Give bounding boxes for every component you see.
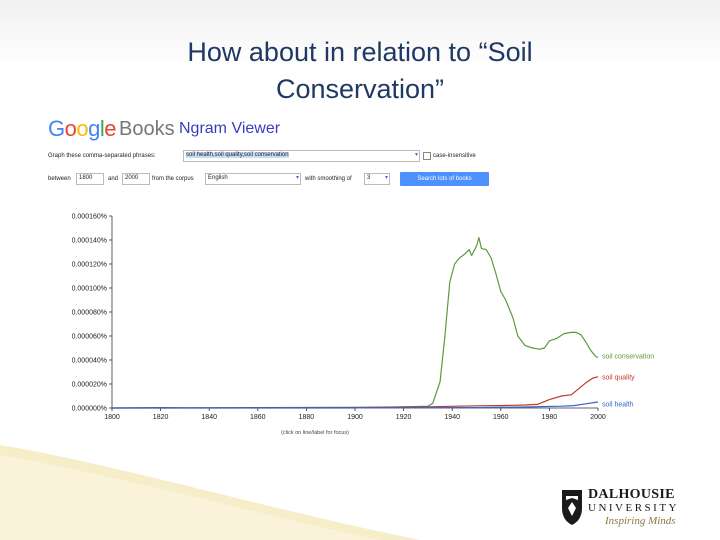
x-tick-label: 1920 <box>396 414 412 421</box>
corpus-value: English <box>208 175 228 181</box>
chevron-down-icon[interactable]: ▾ <box>414 152 418 158</box>
series-line[interactable] <box>111 401 599 409</box>
end-year-value: 2000 <box>125 175 139 181</box>
x-tick-label: 1900 <box>347 414 363 421</box>
slide-title: How about in relation to “Soil Conservat… <box>100 34 620 108</box>
chevron-down-icon[interactable]: ▾ <box>295 175 299 181</box>
between-label: between <box>48 176 71 182</box>
university-subtitle: UNIVERSITY <box>588 502 679 514</box>
end-year-input[interactable]: 2000 <box>122 173 150 185</box>
slide-background-swoosh <box>0 445 420 540</box>
smoothing-select[interactable]: 3 ▾ <box>364 173 390 185</box>
x-tick-label: 1840 <box>201 414 217 421</box>
smoothing-value: 3 <box>367 175 371 181</box>
y-tick-label: 0.000120% <box>72 262 107 269</box>
google-letter: e <box>104 116 117 141</box>
phrases-input-value: soil health,soil quality,soil conservati… <box>186 152 289 158</box>
series-label[interactable]: soil health <box>602 402 634 409</box>
x-tick-label: 1860 <box>250 414 266 421</box>
x-tick-label: 1820 <box>153 414 169 421</box>
google-letter: o <box>64 116 77 141</box>
case-insensitive-label: case-insensitive <box>433 153 476 159</box>
corpus-label: from the corpus <box>152 176 194 182</box>
y-tick-label: 0.000100% <box>72 286 107 293</box>
search-books-button[interactable]: Search lots of books <box>400 172 489 186</box>
slide-background-top <box>0 0 720 70</box>
phrases-input[interactable]: soil health,soil quality,soil conservati… <box>183 150 420 162</box>
ngram-viewer-label[interactable]: Ngram Viewer <box>179 120 281 137</box>
series-line[interactable] <box>111 376 599 409</box>
series-line[interactable] <box>112 237 599 409</box>
y-tick-label: 0.000140% <box>72 238 107 245</box>
google-letter: o <box>76 116 89 141</box>
university-tagline: Inspiring Minds <box>605 515 676 527</box>
chevron-down-icon[interactable]: ▾ <box>384 175 388 181</box>
y-tick-label: 0.000000% <box>72 406 107 413</box>
google-letter: g <box>88 116 100 141</box>
slide-title-line-1: How about in relation to “Soil <box>187 37 533 67</box>
series-label[interactable]: soil conservation <box>602 354 654 361</box>
y-tick-label: 0.000040% <box>72 358 107 365</box>
google-letter: l <box>99 116 105 141</box>
dalhousie-crest-icon <box>562 490 582 525</box>
x-tick-label: 1940 <box>444 414 460 421</box>
university-name: DALHOUSIE <box>588 487 675 502</box>
y-tick-label: 0.000060% <box>72 334 107 341</box>
x-tick-label: 1880 <box>299 414 315 421</box>
y-tick-label: 0.000160% <box>72 214 107 221</box>
x-tick-label: 2000 <box>590 414 606 421</box>
slide-title-line-2: Conservation” <box>275 74 445 104</box>
google-logo: Google <box>48 116 117 142</box>
smoothing-label: with smoothing of <box>305 176 352 182</box>
x-tick-label: 1980 <box>542 414 558 421</box>
series-label[interactable]: soil quality <box>602 375 635 382</box>
books-label: Books <box>119 118 175 140</box>
y-tick-label: 0.000020% <box>72 382 107 389</box>
start-year-input[interactable]: 1800 <box>76 173 104 185</box>
graph-phrases-label: Graph these comma-separated phrases: <box>48 153 156 159</box>
y-tick-label: 0.000080% <box>72 310 107 317</box>
x-tick-label: 1960 <box>493 414 509 421</box>
case-insensitive-checkbox[interactable] <box>423 152 431 160</box>
x-tick-label: 1800 <box>104 414 120 421</box>
google-letter: G <box>48 116 65 141</box>
start-year-value: 1800 <box>79 175 93 181</box>
corpus-select[interactable]: English ▾ <box>205 173 301 185</box>
chart-footer-note: (click on line/label for focus) <box>281 430 349 436</box>
and-label: and <box>108 176 119 182</box>
